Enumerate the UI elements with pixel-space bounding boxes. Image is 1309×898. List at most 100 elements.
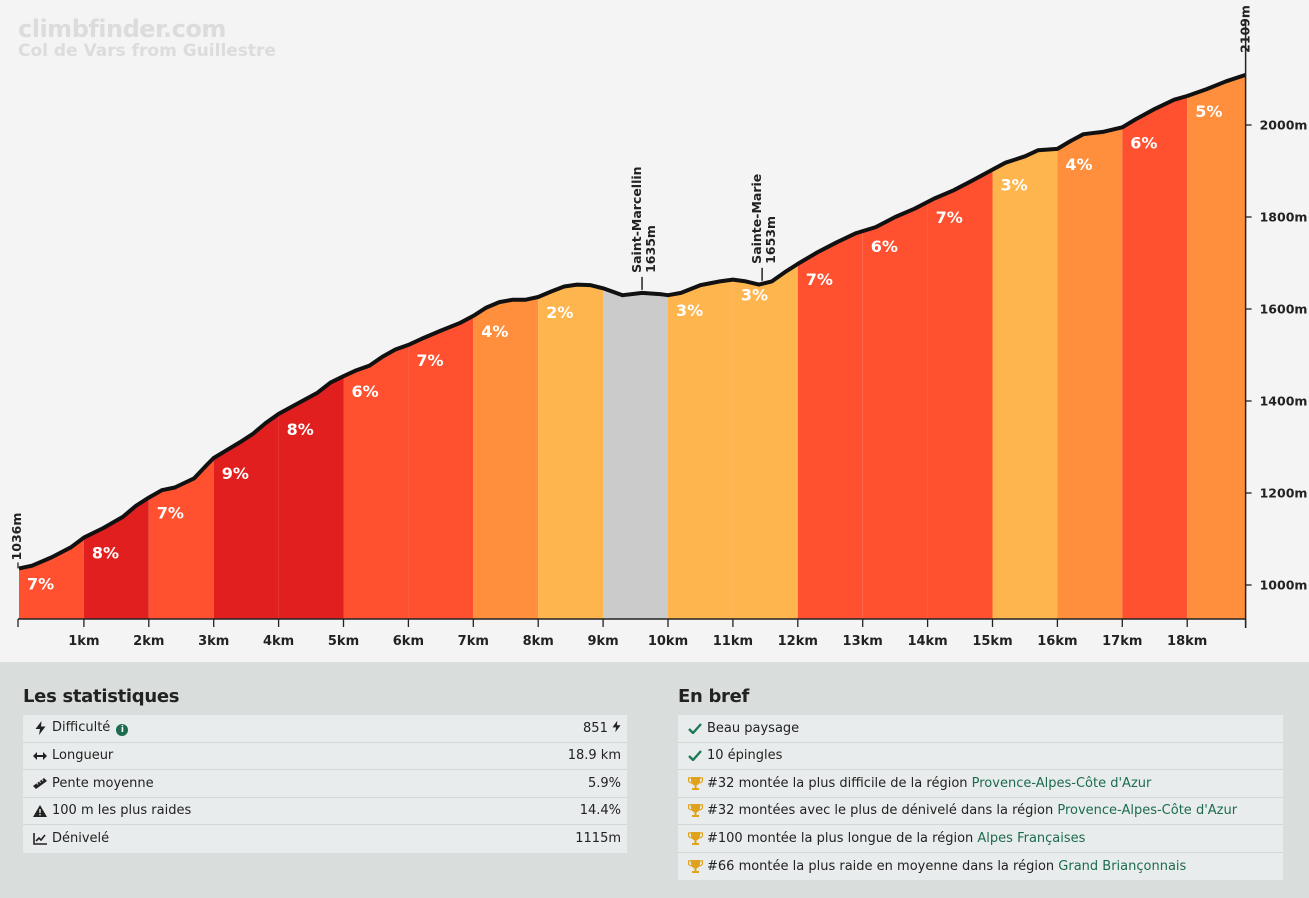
segment-gradient-label: 3% <box>676 301 703 320</box>
y-tick-label: 1600m <box>1260 302 1308 317</box>
avg-gradient-value: 5.9% <box>587 775 621 791</box>
segment-area <box>83 497 149 619</box>
y-tick-label: 1800m <box>1260 210 1308 225</box>
region-link[interactable]: Provence-Alpes-Côte d'Azur <box>1057 803 1238 819</box>
steepest-value: 14.4% <box>579 803 621 819</box>
waypoint-name: Sainte-Marie <box>749 174 764 264</box>
segment-gradient-label: 7% <box>416 351 443 370</box>
region-link[interactable]: Provence-Alpes-Côte d'Azur <box>971 775 1152 791</box>
segment-gradient-label: 2% <box>546 303 573 322</box>
segment-gradient-label: 7% <box>157 504 184 523</box>
brief-item: #32 montées avec le plus de dénivelé dan… <box>678 798 1283 825</box>
end-elevation-label: 2109m <box>1238 5 1253 53</box>
warning-icon <box>31 804 49 817</box>
x-tick-label: 15km <box>972 634 1012 649</box>
brief-item: #100 montée la plus longue de la région … <box>678 825 1283 853</box>
chart-line-icon <box>31 832 49 845</box>
x-tick-label: 6km <box>393 634 424 649</box>
segment-area <box>1187 74 1246 620</box>
region-link[interactable]: Alpes Françaises <box>977 830 1086 846</box>
stats-row-difficulty: Difficulté i 851 <box>23 715 627 743</box>
stats-row-avg-gradient: Pente moyenne 5.9% <box>23 770 627 798</box>
brief-list: Beau paysage 10 épingles #32 montée la p… <box>678 715 1283 880</box>
segment-gradient-label: 8% <box>92 544 119 563</box>
info-icon[interactable]: i <box>116 724 129 737</box>
segment-area <box>1057 127 1123 620</box>
stats-title: Les statistiques <box>23 686 180 707</box>
elevation-gain-label: Dénivelé <box>52 831 110 847</box>
waypoint-name: Saint-Marcellin <box>629 166 644 272</box>
profile-line <box>18 72 1247 571</box>
elevation-gain-value: 1115m <box>575 831 621 847</box>
region-link[interactable]: Grand Briançonnais <box>1058 858 1187 874</box>
x-tick-label: 1km <box>68 634 99 649</box>
trophy-icon <box>686 804 704 818</box>
x-tick-label: 11km <box>713 634 753 649</box>
y-tick-label: 2000m <box>1260 118 1308 133</box>
brief-text: Beau paysage <box>707 720 800 736</box>
x-tick-label: 4km <box>263 634 294 649</box>
segment-gradient-label: 6% <box>871 237 898 256</box>
y-tick-label: 1000m <box>1260 578 1308 593</box>
segment-gradient-label: 9% <box>222 464 249 483</box>
start-elevation-label: 1036m <box>9 513 24 561</box>
steepest-label: 100 m les plus raides <box>52 803 192 819</box>
brief-text: 10 épingles <box>707 748 783 764</box>
check-icon <box>686 722 704 734</box>
bolt-icon <box>612 721 621 736</box>
segment-area <box>343 344 409 619</box>
segment-area <box>603 288 668 619</box>
segment-gradient-label: 7% <box>27 574 54 593</box>
brief-item: Beau paysage <box>678 715 1283 743</box>
segment-gradient-label: 4% <box>1065 155 1092 174</box>
difficulty-value: 851 <box>583 721 608 737</box>
info-panel: Les statistiques Difficulté i 851 Longue… <box>0 662 1309 898</box>
elevation-profile-svg: 7% 8% 7% 9% 8% 6% 7% 4% 2% 3% 3% 7% 6% 7% 3% 4% 6% 5% 1km 2… <box>9 5 1308 649</box>
segment-gradient-label: 5% <box>1195 102 1222 121</box>
x-tick-label: 14km <box>907 634 947 649</box>
length-label: Longueur <box>52 748 114 764</box>
segment-area <box>278 376 344 619</box>
segment-gradient-label: 6% <box>1130 133 1157 152</box>
x-tick-label: 17km <box>1102 634 1142 649</box>
brief-item: #32 montée la plus difficile de la régio… <box>678 770 1283 798</box>
brief-text: #32 montée la plus difficile de la régio… <box>707 775 972 791</box>
x-tick-label: 5km <box>328 634 359 649</box>
y-tick-label: 1200m <box>1260 486 1308 501</box>
brief-text: #66 montée la plus raide en moyenne dans… <box>707 858 1059 874</box>
check-icon <box>686 750 704 762</box>
x-tick-label: 16km <box>1037 634 1077 649</box>
length-value: 18.9 km <box>567 748 621 764</box>
brief-panel: En bref Beau paysage 10 épingles #32 mon… <box>678 686 1283 880</box>
segment-area <box>732 263 798 619</box>
segment-area <box>213 413 279 619</box>
brief-text: #32 montées avec le plus de dénivelé dan… <box>707 803 1058 819</box>
segment-area <box>797 231 863 619</box>
avg-gradient-label: Pente moyenne <box>52 775 154 791</box>
segment-area <box>473 297 539 619</box>
segment-gradient-label: 3% <box>1001 176 1028 195</box>
arrows-horizontal-icon <box>31 751 49 761</box>
bolt-icon <box>31 721 49 736</box>
x-tick-label: 8km <box>523 634 554 649</box>
x-tick-label: 13km <box>843 634 883 649</box>
trophy-icon <box>686 859 704 873</box>
brand-site: climbfinder.com <box>18 15 226 43</box>
segment-gradient-label: 3% <box>741 286 768 305</box>
segment-area <box>408 315 474 619</box>
brand-subtitle: Col de Vars from Guillestre <box>18 41 276 61</box>
brief-item: 10 épingles <box>678 743 1283 770</box>
segment-gradient-label: 6% <box>352 382 379 401</box>
x-tick-label: 12km <box>778 634 818 649</box>
segment-area <box>668 279 733 619</box>
segment-area <box>992 148 1058 620</box>
brand-watermark: climbfinder.com Col de Vars from Guilles… <box>18 15 276 62</box>
stats-table: Difficulté i 851 Longueur 18.9 km Pente … <box>23 715 627 853</box>
waypoint-elevation: 1653m <box>763 216 778 264</box>
x-tick-label: 18km <box>1167 634 1207 649</box>
waypoint-elevation: 1635m <box>643 225 658 273</box>
segment-area <box>148 458 214 619</box>
elevation-chart: climbfinder.com Col de Vars from Guilles… <box>9 5 1308 649</box>
stats-row-elevation-gain: Dénivelé 1115m <box>23 825 627 853</box>
brief-item: #66 montée la plus raide en moyenne dans… <box>678 853 1283 881</box>
